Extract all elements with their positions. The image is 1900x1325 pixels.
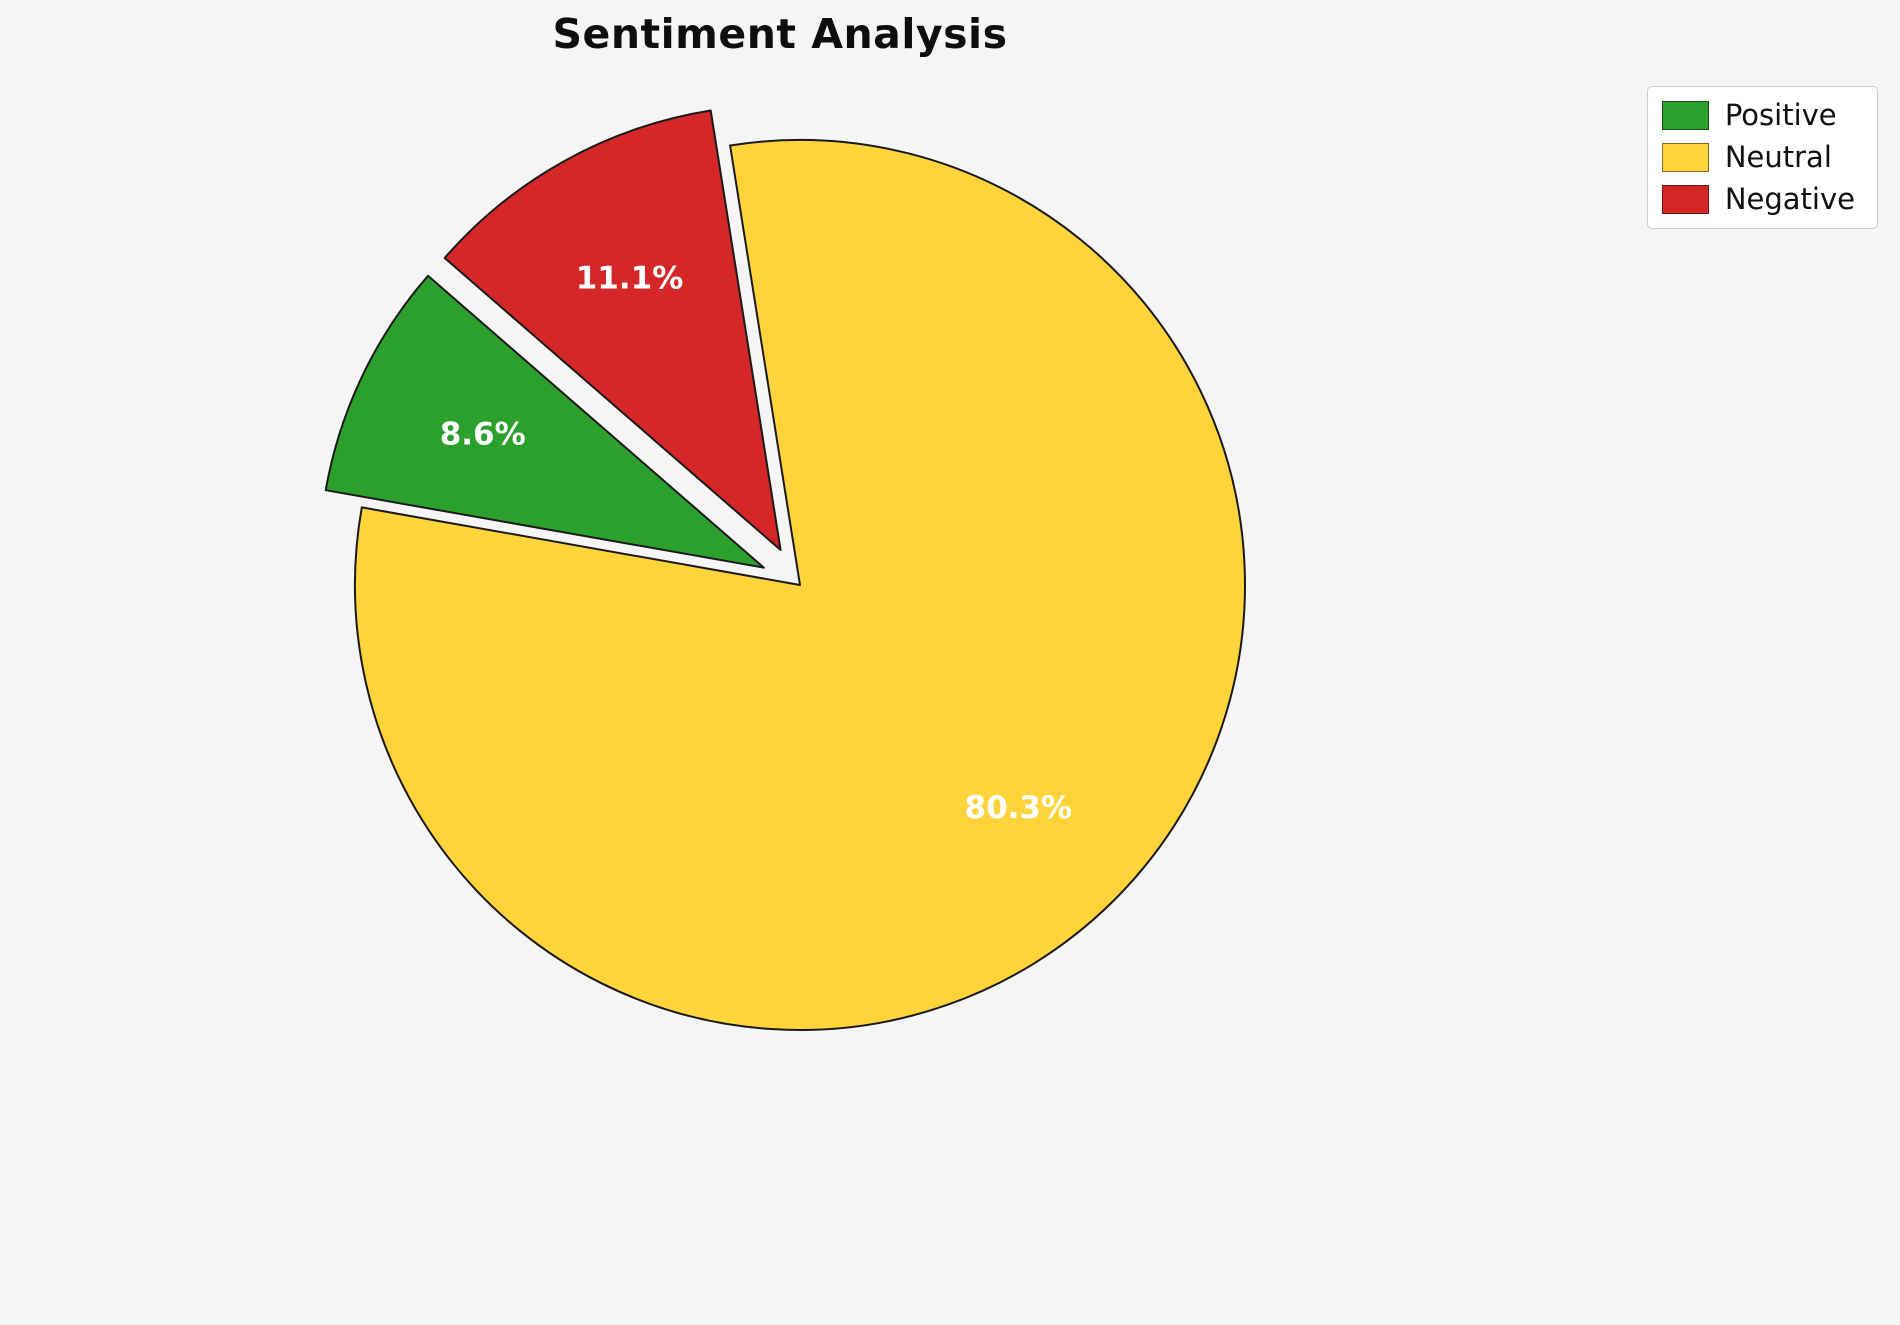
pie-label-negative: 11.1% [576, 261, 684, 297]
pie-slice-neutral [354, 138, 1246, 1031]
pie-slice-negative [443, 109, 782, 551]
legend-label: Neutral [1724, 140, 1832, 174]
legend-entry-positive: Positive [1661, 98, 1855, 132]
legend-swatch-neutral [1661, 143, 1709, 172]
legend: Positive Neutral Negative [1646, 86, 1878, 229]
legend-swatch-positive [1661, 101, 1709, 130]
chart-title: Sentiment Analysis [552, 10, 1008, 58]
legend-entry-neutral: Neutral [1661, 140, 1855, 174]
legend-label: Positive [1724, 98, 1837, 132]
pie-label-positive: 8.6% [440, 417, 526, 453]
pie-slice-positive [324, 274, 765, 569]
legend-entry-negative: Negative [1661, 182, 1855, 216]
legend-label: Negative [1724, 182, 1855, 216]
pie-label-neutral: 80.3% [965, 790, 1073, 826]
legend-swatch-negative [1661, 185, 1709, 214]
